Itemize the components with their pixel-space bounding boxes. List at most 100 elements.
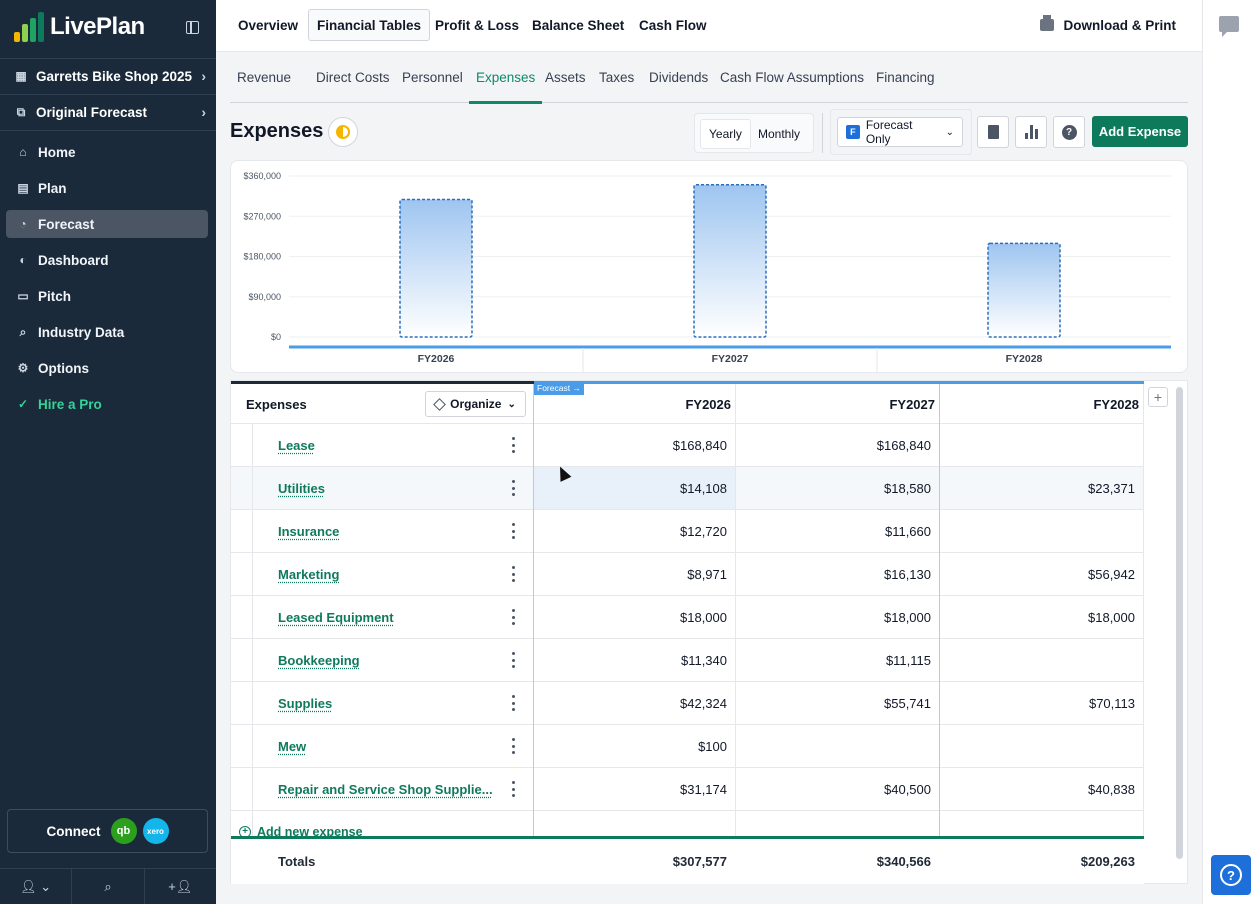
tab-profit-loss[interactable]: Profit & Loss <box>435 17 520 33</box>
value-cell-fy2026[interactable]: $42,324 <box>680 696 727 711</box>
table-scrollbar[interactable] <box>1176 387 1183 859</box>
subtab-assets[interactable]: Assets <box>545 70 586 85</box>
liveplan-logo[interactable]: LivePlan <box>14 12 145 42</box>
forecast-selector[interactable]: ⧉ Original Forecast › <box>0 94 216 130</box>
value-cell-fy2026[interactable]: $8,971 <box>687 567 727 582</box>
more-options-icon[interactable] <box>512 523 516 539</box>
help-button[interactable]: ? <box>1211 855 1251 895</box>
subtab-cash-flow-assumptions[interactable]: Cash Flow Assumptions <box>720 70 865 85</box>
more-options-icon[interactable] <box>512 652 516 668</box>
table-row: Utilities $14,108 $18,580 $23,371 <box>231 467 1144 510</box>
company-selector[interactable]: ▦ Garretts Bike Shop 2025 › <box>0 58 216 94</box>
connect-integrations[interactable]: Connect qb xero <box>7 809 208 853</box>
y-tick-label: $360,000 <box>243 171 281 181</box>
value-cell-fy2027[interactable]: $18,580 <box>884 481 931 496</box>
value-cell-fy2027[interactable]: $16,130 <box>884 567 931 582</box>
forecast-tag: Forecast → <box>534 382 584 395</box>
expense-name-link[interactable]: Utilities <box>278 481 325 496</box>
yearly-button[interactable]: Yearly <box>700 119 751 149</box>
tab-cash-flow[interactable]: Cash Flow <box>639 17 707 33</box>
view-dropdown[interactable]: F Forecast Only ⌄ <box>837 117 963 147</box>
value-cell-fy2027[interactable]: $40,500 <box>884 782 931 797</box>
more-options-icon[interactable] <box>512 437 516 453</box>
export-button[interactable] <box>977 116 1009 148</box>
more-options-icon[interactable] <box>512 781 516 797</box>
organize-button[interactable]: Organize ⌄ <box>425 391 526 417</box>
add-column-button[interactable]: + <box>1148 387 1168 407</box>
value-cell-fy2028[interactable]: $70,113 <box>1088 696 1135 711</box>
value-cell-fy2026[interactable]: $12,720 <box>680 524 727 539</box>
expense-name-link[interactable]: Mew <box>278 739 307 754</box>
value-cell-fy2026[interactable]: $31,174 <box>680 782 727 797</box>
sidebar-item-plan[interactable]: ▤ Plan <box>6 174 208 202</box>
expense-name-link[interactable]: Leased Equipment <box>278 610 394 625</box>
xero-icon[interactable]: xero <box>142 818 169 844</box>
expense-name-link[interactable]: Insurance <box>278 524 340 539</box>
value-cell-fy2028[interactable]: $18,000 <box>1088 610 1135 625</box>
value-cell-fy2027[interactable]: $11,115 <box>885 653 931 668</box>
tab-overview[interactable]: Overview <box>238 17 299 33</box>
column-header-fy2028[interactable]: FY2028 <box>1093 397 1139 412</box>
subtab-taxes[interactable]: Taxes <box>599 70 635 85</box>
column-header-fy2027[interactable]: FY2027 <box>889 397 935 412</box>
value-cell-fy2027[interactable]: $168,840 <box>876 438 931 453</box>
sidebar-item-home[interactable]: ⌂ Home <box>6 138 208 166</box>
quickbooks-icon[interactable]: qb <box>110 818 137 844</box>
sidebar-item-dashboard[interactable]: ◐ Dashboard <box>6 246 208 274</box>
invite-user-button[interactable]: +👤︎ <box>145 869 216 904</box>
tab-balance-sheet[interactable]: Balance Sheet <box>532 17 625 33</box>
chart-toggle-button[interactable] <box>1015 116 1047 148</box>
kebab-dot <box>512 751 515 754</box>
subtab-direct-costs[interactable]: Direct Costs <box>316 70 390 85</box>
more-options-icon[interactable] <box>512 480 516 496</box>
column-header-fy2026[interactable]: FY2026 <box>685 397 731 412</box>
subtab-expenses[interactable]: Expenses <box>469 52 543 104</box>
expense-name-link[interactable]: Repair and Service Shop Supplie... <box>278 782 493 797</box>
value-cell-fy2028[interactable]: $40,838 <box>1088 782 1135 797</box>
kebab-dot <box>512 738 515 741</box>
value-cell-fy2026[interactable]: $14,108 <box>680 481 727 496</box>
sidebar-item-industry-data[interactable]: ⌕ Industry Data <box>6 318 208 346</box>
subtab-dividends[interactable]: Dividends <box>649 70 709 85</box>
download-print-button[interactable]: Download & Print <box>1039 9 1176 41</box>
row-indent-guide <box>252 424 253 836</box>
expense-name-link[interactable]: Bookkeeping <box>278 653 360 668</box>
add-new-expense-link[interactable]: + Add new expense <box>239 825 363 839</box>
more-options-icon[interactable] <box>512 695 516 711</box>
options-icon: ⚙ <box>17 361 29 375</box>
status-toggle-button[interactable] <box>328 117 358 147</box>
value-cell-fy2026[interactable]: $168,840 <box>672 438 727 453</box>
subtab-financing[interactable]: Financing <box>876 70 935 85</box>
expense-name-link[interactable]: Lease <box>278 438 315 453</box>
value-cell-fy2027[interactable]: $18,000 <box>884 610 931 625</box>
monthly-button[interactable]: Monthly <box>750 119 808 149</box>
value-cell-fy2026[interactable]: $11,340 <box>680 653 727 668</box>
value-cell-fy2028[interactable]: $23,371 <box>1088 481 1135 496</box>
subtab-personnel[interactable]: Personnel <box>402 70 463 85</box>
more-options-icon[interactable] <box>512 609 516 625</box>
kebab-dot <box>512 744 515 748</box>
user-menu-button[interactable]: 👤︎ ⌄ <box>0 869 73 904</box>
x-tick-label: FY2027 <box>712 353 749 365</box>
expense-name-link[interactable]: Supplies <box>278 696 333 711</box>
kebab-dot <box>512 529 515 533</box>
sidebar-item-forecast[interactable]: ◔ Forecast <box>6 210 208 238</box>
value-cell-fy2027[interactable]: $11,660 <box>884 524 931 539</box>
search-button[interactable]: ⌕ <box>72 869 145 904</box>
comments-icon[interactable] <box>1219 16 1239 37</box>
collapse-sidebar-icon[interactable] <box>186 21 199 34</box>
value-cell-fy2028[interactable]: $56,942 <box>1088 567 1135 582</box>
expense-name-link[interactable]: Marketing <box>278 567 340 582</box>
more-options-icon[interactable] <box>512 566 516 582</box>
value-cell-fy2026[interactable]: $100 <box>698 739 727 754</box>
more-options-icon[interactable] <box>512 738 516 754</box>
help-info-button[interactable]: ? <box>1053 116 1085 148</box>
add-expense-button[interactable]: Add Expense <box>1092 116 1188 147</box>
value-cell-fy2026[interactable]: $18,000 <box>680 610 727 625</box>
sidebar-item-hire-a-pro[interactable]: ✓ Hire a Pro <box>6 390 208 418</box>
tab-financial-tables[interactable]: Financial Tables <box>308 9 431 41</box>
sidebar-item-options[interactable]: ⚙ Options <box>6 354 208 382</box>
sidebar-item-pitch[interactable]: ▭ Pitch <box>6 282 208 310</box>
value-cell-fy2027[interactable]: $55,741 <box>884 696 931 711</box>
subtab-revenue[interactable]: Revenue <box>237 70 292 85</box>
